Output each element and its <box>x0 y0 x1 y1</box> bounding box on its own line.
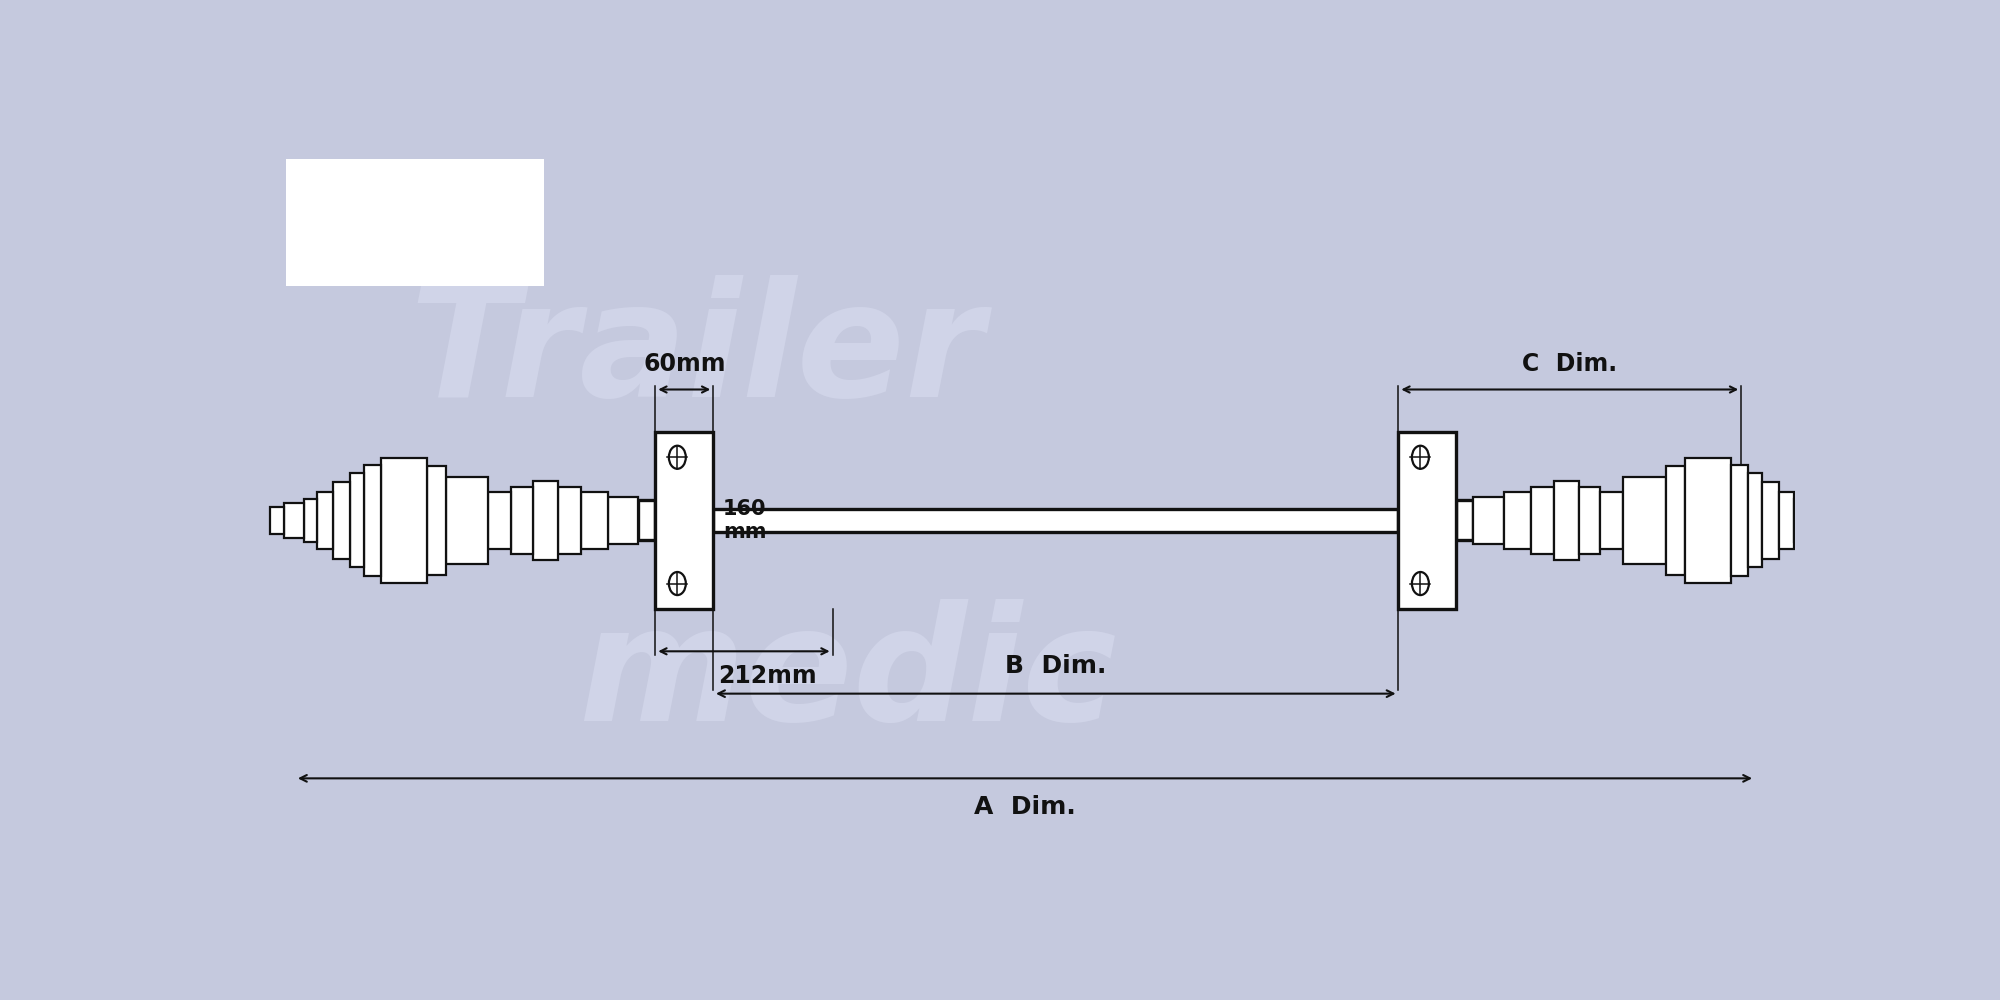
Text: A  Dim.: A Dim. <box>974 795 1076 819</box>
FancyBboxPatch shape <box>272 137 1778 873</box>
Bar <box>350 473 364 567</box>
Bar <box>304 499 318 542</box>
Bar <box>512 487 532 554</box>
Bar <box>656 432 714 609</box>
Text: 212mm: 212mm <box>718 664 816 688</box>
Bar <box>532 481 558 560</box>
Bar <box>1456 500 1474 540</box>
Bar <box>1748 473 1762 567</box>
Bar <box>426 466 446 575</box>
Text: C  Dim.: C Dim. <box>1522 352 1618 376</box>
Bar <box>1624 477 1666 564</box>
Ellipse shape <box>1412 446 1428 469</box>
Bar <box>286 158 544 286</box>
Bar <box>1554 481 1578 560</box>
Text: Trailer: Trailer <box>410 275 984 430</box>
Bar <box>284 503 304 538</box>
Text: B  Dim.: B Dim. <box>1006 654 1106 678</box>
Bar <box>1666 466 1684 575</box>
Bar <box>380 458 426 583</box>
Ellipse shape <box>668 572 686 595</box>
Bar <box>1732 465 1748 576</box>
Bar <box>608 497 638 544</box>
Bar <box>270 507 284 534</box>
Text: 60mm: 60mm <box>644 352 726 376</box>
Ellipse shape <box>668 446 686 469</box>
Bar <box>1504 492 1530 549</box>
Text: medic: medic <box>578 599 1118 754</box>
Bar <box>714 509 1398 532</box>
Bar <box>1398 432 1456 609</box>
Ellipse shape <box>1412 572 1428 595</box>
Bar <box>558 487 580 554</box>
Bar <box>1808 503 1828 538</box>
Bar <box>1762 482 1778 559</box>
Bar <box>1778 492 1794 549</box>
Text: 160
mm: 160 mm <box>724 499 766 542</box>
Bar <box>1578 487 1600 554</box>
Bar <box>580 492 608 549</box>
Bar <box>446 477 488 564</box>
Bar <box>1828 507 1842 534</box>
Bar <box>1474 497 1504 544</box>
Bar <box>1600 492 1624 549</box>
Bar <box>318 492 332 549</box>
Bar <box>1684 458 1732 583</box>
Bar <box>1530 487 1554 554</box>
Bar <box>488 492 512 549</box>
Bar <box>638 500 656 540</box>
Bar <box>364 465 380 576</box>
Bar <box>332 482 350 559</box>
Bar <box>1794 499 1808 542</box>
